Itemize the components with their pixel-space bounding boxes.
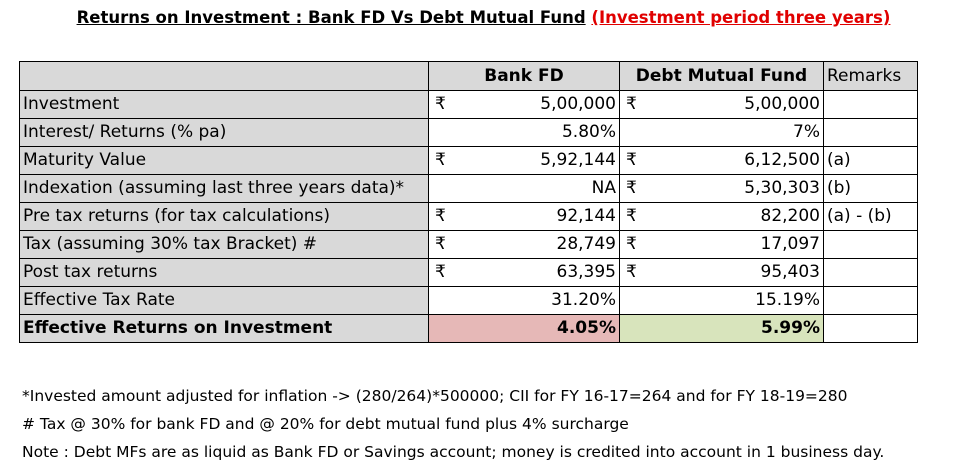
footnote-tax: # Tax @ 30% for bank FD and @ 20% for de… [22,415,629,433]
bank-value: 92,144 [461,202,620,231]
row-label: Tax (assuming 30% tax Bracket) # [19,230,429,259]
header-debt-mf: Debt Mutual Fund [619,61,824,91]
bank-value: 31.20% [461,286,620,315]
rupee-icon [619,286,653,315]
table-row: Tax (assuming 30% tax Bracket) # ₹ 28,74… [19,230,918,259]
debt-value: 17,097 [652,230,824,259]
rupee-icon: ₹ [619,174,653,203]
rupee-icon [619,314,653,343]
rupee-icon: ₹ [619,90,653,119]
rupee-icon: ₹ [619,202,653,231]
table-row: Pre tax returns (for tax calculations) ₹… [19,202,918,231]
bank-value: 5,92,144 [461,146,620,175]
rupee-icon: ₹ [428,146,462,175]
remark [823,90,918,119]
title-main: Returns on Investment : Bank FD Vs Debt … [76,8,586,27]
debt-value: 5,00,000 [652,90,824,119]
bank-value: 28,749 [461,230,620,259]
rupee-icon: ₹ [428,230,462,259]
remark [823,314,918,343]
table-row: Indexation (assuming last three years da… [19,174,918,203]
debt-value: 95,403 [652,258,824,287]
rupee-icon: ₹ [428,258,462,287]
rupee-icon: ₹ [428,202,462,231]
rupee-icon [619,118,653,147]
debt-value: 7% [652,118,824,147]
bank-value: 4.05% [461,314,620,343]
bank-value: 63,395 [461,258,620,287]
title-highlight: (Investment period three years) [591,8,891,27]
comparison-table: Bank FD Debt Mutual Fund Remarks Investm… [19,61,918,343]
rupee-icon: ₹ [619,230,653,259]
table-row-effective-returns: Effective Returns on Investment 4.05% 5.… [19,314,918,343]
row-label: Interest/ Returns (% pa) [19,118,429,147]
bank-value: NA [461,174,620,203]
rupee-icon [428,174,462,203]
row-label: Investment [19,90,429,119]
header-blank [19,61,429,91]
debt-value: 6,12,500 [652,146,824,175]
row-label: Effective Tax Rate [19,286,429,315]
row-label: Maturity Value [19,146,429,175]
row-label: Effective Returns on Investment [19,314,429,343]
table-row: Maturity Value ₹ 5,92,144 ₹ 6,12,500 (a) [19,146,918,175]
rupee-icon: ₹ [428,90,462,119]
table-row: Effective Tax Rate 31.20% 15.19% [19,286,918,315]
rupee-icon [428,314,462,343]
remark [823,118,918,147]
remark [823,286,918,315]
page-title: Returns on Investment : Bank FD Vs Debt … [0,8,967,27]
remark: (a) [823,146,918,175]
debt-value: 5.99% [652,314,824,343]
row-label: Pre tax returns (for tax calculations) [19,202,429,231]
remark: (b) [823,174,918,203]
table-row: Interest/ Returns (% pa) 5.80% 7% [19,118,918,147]
rupee-icon: ₹ [619,258,653,287]
remark [823,258,918,287]
footnote-inflation: *Invested amount adjusted for inflation … [22,387,848,405]
header-bank-fd: Bank FD [428,61,620,91]
rupee-icon: ₹ [619,146,653,175]
table-header-row: Bank FD Debt Mutual Fund Remarks [19,61,918,91]
footnotes: *Invested amount adjusted for inflation … [22,382,884,466]
row-label: Indexation (assuming last three years da… [19,174,429,203]
debt-value: 15.19% [652,286,824,315]
bank-value: 5,00,000 [461,90,620,119]
remark: (a) - (b) [823,202,918,231]
rupee-icon [428,118,462,147]
rupee-icon [428,286,462,315]
debt-value: 5,30,303 [652,174,824,203]
debt-value: 82,200 [652,202,824,231]
header-remarks: Remarks [823,61,918,91]
table-row: Investment ₹ 5,00,000 ₹ 5,00,000 [19,90,918,119]
remark [823,230,918,259]
row-label: Post tax returns [19,258,429,287]
bank-value: 5.80% [461,118,620,147]
table-row: Post tax returns ₹ 63,395 ₹ 95,403 [19,258,918,287]
footnote-liquidity: Note : Debt MFs are as liquid as Bank FD… [22,443,885,461]
